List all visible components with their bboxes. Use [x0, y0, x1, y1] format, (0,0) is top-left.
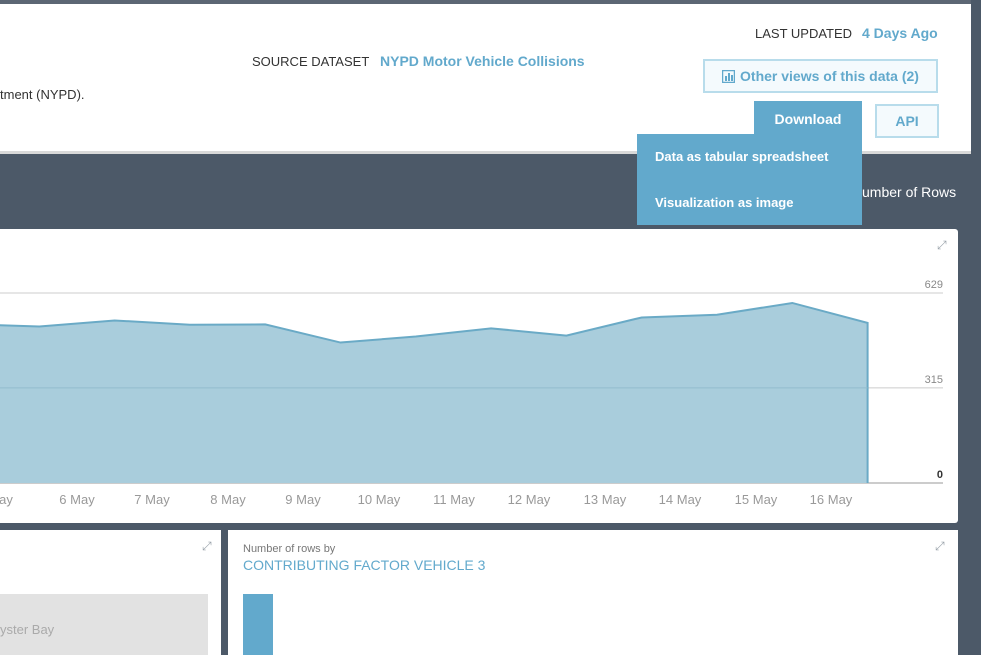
- area-series-line: [0, 301, 869, 483]
- expand-icon[interactable]: ⤢: [937, 238, 947, 252]
- y-tick-label: 315: [925, 374, 943, 386]
- top-border: [0, 0, 971, 4]
- download-dropdown-menu: Data as tabular spreadsheet Visualizatio…: [637, 134, 862, 225]
- menu-item-visualization-image[interactable]: Visualization as image: [655, 195, 794, 210]
- x-tick-label: ay: [0, 492, 13, 507]
- other-views-label: Other views of this data (2): [740, 68, 919, 84]
- x-tick-label: 13 May: [584, 492, 627, 507]
- x-tick-label: 6 May: [59, 492, 95, 507]
- y-tick-label: 0: [937, 469, 943, 481]
- x-tick-label: 11 May: [433, 492, 475, 507]
- other-views-button[interactable]: Other views of this data (2): [703, 59, 938, 93]
- x-tick-label: 15 May: [735, 492, 778, 507]
- x-tick-label: 10 May: [358, 492, 401, 507]
- map-label-oyster-bay: yster Bay: [0, 622, 55, 637]
- timeline-chart-card: ⤢ 629 315 0 ay 6 May 7 May 8 May 9 May 10 May 11 …: [0, 229, 958, 523]
- chart-title[interactable]: CONTRIBUTING FACTOR VEHICLE 3: [243, 557, 486, 573]
- x-tick-label: 9 May: [285, 492, 321, 507]
- source-dataset-label: SOURCE DATASET: [252, 54, 370, 69]
- x-tick-label: 7 May: [134, 492, 170, 507]
- api-label: API: [895, 113, 919, 129]
- download-button[interactable]: Download: [754, 101, 862, 137]
- dataset-description: tment (NYPD).: [0, 87, 85, 102]
- expand-icon[interactable]: ⤢: [935, 539, 945, 553]
- bar[interactable]: [243, 594, 273, 655]
- x-tick-label: 16 May: [810, 492, 853, 507]
- expand-icon[interactable]: ⤢: [202, 539, 212, 553]
- download-label: Download: [774, 111, 842, 127]
- source-dataset-link[interactable]: NYPD Motor Vehicle Collisions: [380, 53, 585, 69]
- chart-icon: [722, 69, 736, 83]
- last-updated-value[interactable]: 4 Days Ago: [862, 25, 938, 41]
- y-tick-label: 629: [925, 279, 943, 291]
- x-tick-label: 8 May: [210, 492, 246, 507]
- dataset-header: tment (NYPD). SOURCE DATASET NYPD Motor …: [0, 4, 971, 154]
- number-of-rows-label: umber of Rows: [862, 184, 957, 200]
- api-button[interactable]: API: [875, 104, 939, 138]
- timeline-area-chart: 629 315 0 ay 6 May 7 May 8 May 9 May 10 May 11 Ma…: [0, 279, 943, 507]
- contributing-factor-card: ⤢ Number of rows by CONTRIBUTING FACTOR …: [228, 530, 958, 655]
- menu-item-tabular-spreadsheet[interactable]: Data as tabular spreadsheet: [655, 149, 829, 164]
- x-tick-label: 12 May: [508, 492, 551, 507]
- area-series[interactable]: [0, 302, 868, 483]
- map-card: ⤢ yster Bay: [0, 530, 221, 655]
- map-view[interactable]: yster Bay: [0, 594, 208, 655]
- chart-subtitle: Number of rows by: [243, 543, 336, 555]
- x-tick-label: 14 May: [659, 492, 702, 507]
- last-updated-label: LAST UPDATED: [755, 26, 853, 41]
